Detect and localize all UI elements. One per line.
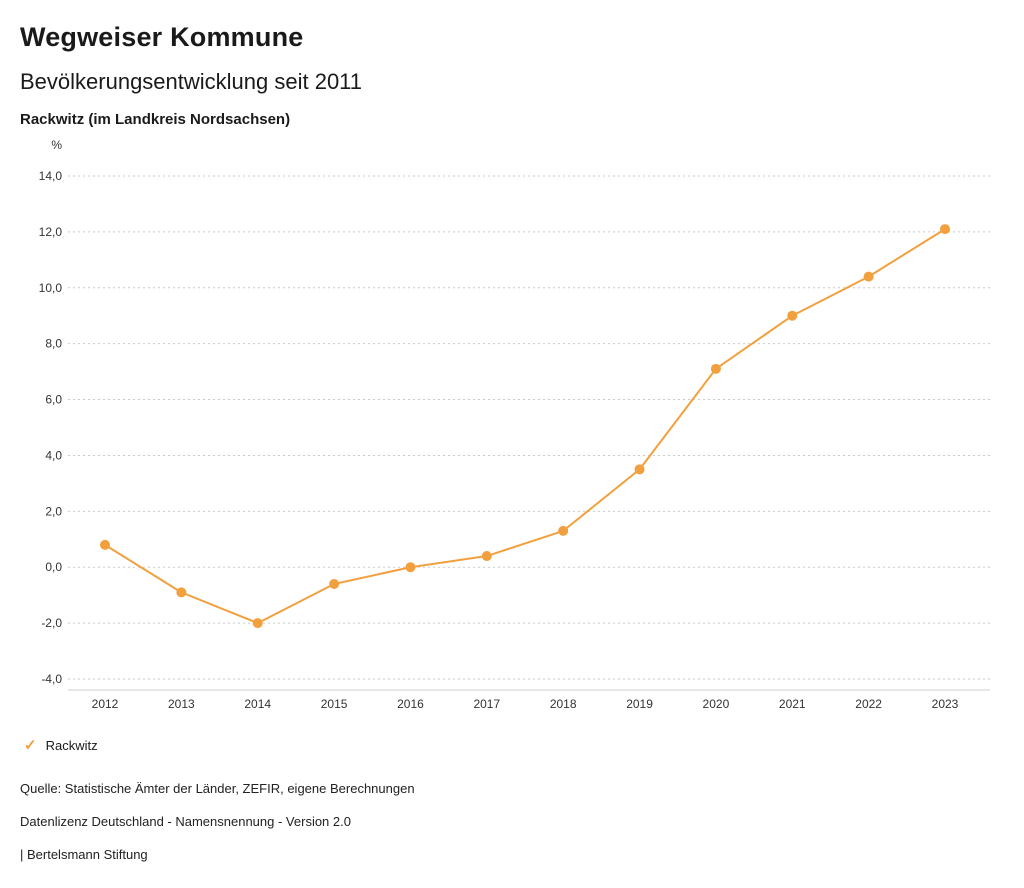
license-note: Datenlizenz Deutschland - Namensnennung … bbox=[20, 814, 351, 829]
legend-item-rackwitz[interactable]: Rackwitz bbox=[24, 736, 98, 755]
region-label: Rackwitz (im Landkreis Nordsachsen) bbox=[20, 111, 291, 128]
data-point bbox=[176, 587, 187, 598]
data-point bbox=[481, 551, 492, 562]
y-tick-label: 0,0 bbox=[45, 560, 62, 574]
x-tick-label: 2021 bbox=[779, 697, 806, 711]
y-tick-label: 6,0 bbox=[45, 393, 62, 407]
legend-label: Rackwitz bbox=[45, 738, 98, 753]
y-tick-label: -2,0 bbox=[41, 616, 62, 630]
y-tick-label: 8,0 bbox=[45, 337, 62, 351]
data-point bbox=[710, 363, 721, 374]
data-point bbox=[940, 224, 950, 235]
x-tick-label: 2020 bbox=[703, 697, 730, 711]
data-point bbox=[787, 310, 798, 321]
y-tick-label: 4,0 bbox=[45, 448, 62, 462]
x-tick-label: 2015 bbox=[321, 697, 348, 711]
data-point bbox=[558, 525, 569, 536]
data-point bbox=[405, 562, 416, 573]
y-tick-label: 2,0 bbox=[45, 504, 62, 518]
y-tick-label: -4,0 bbox=[41, 672, 62, 686]
check-icon bbox=[24, 736, 37, 755]
data-point bbox=[634, 464, 645, 475]
x-tick-label: 2018 bbox=[550, 697, 577, 711]
x-tick-label: 2017 bbox=[473, 697, 500, 711]
data-point bbox=[863, 271, 874, 282]
attribution-note: | Bertelsmann Stiftung bbox=[20, 847, 148, 862]
chart-subtitle: Bevölkerungsentwicklung seit 2011 bbox=[20, 69, 363, 94]
x-tick-label: 2016 bbox=[397, 697, 424, 711]
x-tick-label: 2019 bbox=[626, 697, 653, 711]
data-point bbox=[252, 618, 263, 629]
y-tick-label: 10,0 bbox=[39, 281, 63, 295]
source-note: Quelle: Statistische Ämter der Länder, Z… bbox=[20, 781, 415, 796]
population-line-chart: % 14,0 12,0 10,0 8,0 6,0 4,0 2,0 0,0 -2,0 -4,0 2012… bbox=[20, 134, 1004, 726]
chart-canvas: % 14,0 12,0 10,0 8,0 6,0 4,0 2,0 0,0 -2,0 -4,0 2012… bbox=[39, 138, 990, 711]
data-point bbox=[329, 578, 340, 589]
y-tick-label: 12,0 bbox=[39, 225, 63, 239]
wegweiser-kommune-report: Wegweiser Kommune Bevölkerungsentwicklun… bbox=[0, 0, 1024, 862]
x-tick-label: 2012 bbox=[92, 697, 119, 711]
y-tick-label: 14,0 bbox=[39, 169, 63, 183]
y-axis-unit-label: % bbox=[51, 138, 62, 152]
data-point bbox=[100, 539, 110, 550]
x-tick-label: 2022 bbox=[855, 697, 882, 711]
app-title: Wegweiser Kommune bbox=[20, 22, 304, 52]
footer: Quelle: Statistische Ämter der Länder, Z… bbox=[20, 781, 1004, 862]
x-tick-label: 2014 bbox=[244, 697, 271, 711]
series-line-rackwitz bbox=[104, 228, 946, 625]
x-tick-label: 2013 bbox=[168, 697, 195, 711]
x-tick-label: 2023 bbox=[932, 697, 959, 711]
